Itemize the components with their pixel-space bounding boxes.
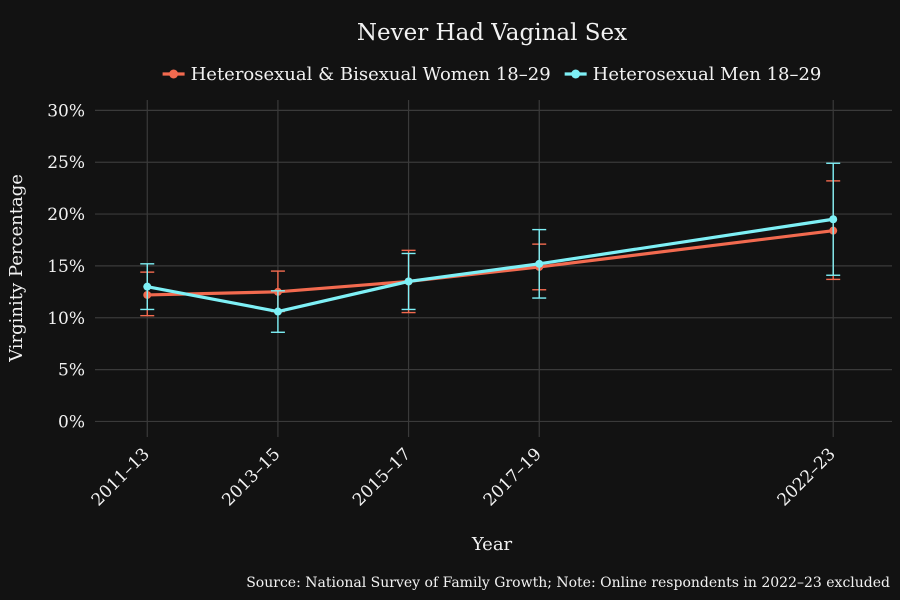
series-line bbox=[147, 229, 834, 297]
y-tick-label: 25% bbox=[47, 153, 85, 173]
legend-key-point bbox=[571, 69, 581, 79]
data-point bbox=[404, 277, 413, 286]
y-tick-label: 15% bbox=[47, 257, 85, 277]
y-tick-label: 5% bbox=[58, 361, 85, 381]
series-1 bbox=[140, 180, 841, 317]
legend-label: Heterosexual & Bisexual Women 18–29 bbox=[191, 64, 551, 85]
data-point bbox=[535, 259, 544, 268]
x-tick-label: 2022–23 bbox=[774, 444, 840, 510]
data-point bbox=[829, 215, 838, 224]
legend-item-1: Heterosexual & Bisexual Women 18–29 bbox=[162, 64, 551, 85]
x-tick-label: 2013–15 bbox=[218, 444, 284, 510]
x-axis-title: Year bbox=[471, 534, 513, 555]
y-tick-label: 30% bbox=[47, 101, 85, 121]
data-point bbox=[273, 307, 282, 316]
x-axis-ticks: 2011–13 2013–15 2015–17 2017–19 2022–23 bbox=[88, 444, 840, 510]
legend-key-point bbox=[169, 69, 179, 79]
series-2 bbox=[140, 162, 841, 333]
legend: Heterosexual & Bisexual Women 18–29 Heter… bbox=[162, 64, 822, 85]
y-axis-title: Virginity Percentage bbox=[6, 174, 27, 363]
legend-item-2: Heterosexual Men 18–29 bbox=[564, 64, 822, 85]
data-point bbox=[143, 282, 152, 291]
x-tick-label: 2015–17 bbox=[349, 444, 415, 510]
x-tick-label: 2017–19 bbox=[480, 444, 546, 510]
caption: Source: National Survey of Family Growth… bbox=[246, 575, 890, 591]
legend-label: Heterosexual Men 18–29 bbox=[593, 64, 822, 85]
y-tick-label: 10% bbox=[47, 309, 85, 329]
y-tick-label: 0% bbox=[58, 412, 85, 432]
x-tick-label: 2011–13 bbox=[88, 444, 154, 510]
chart-title: Never Had Vaginal Sex bbox=[357, 20, 627, 46]
y-tick-label: 20% bbox=[47, 205, 85, 225]
y-axis-ticks: 0% 5% 10% 15% 20% 25% 30% bbox=[47, 101, 85, 432]
series bbox=[140, 162, 841, 333]
